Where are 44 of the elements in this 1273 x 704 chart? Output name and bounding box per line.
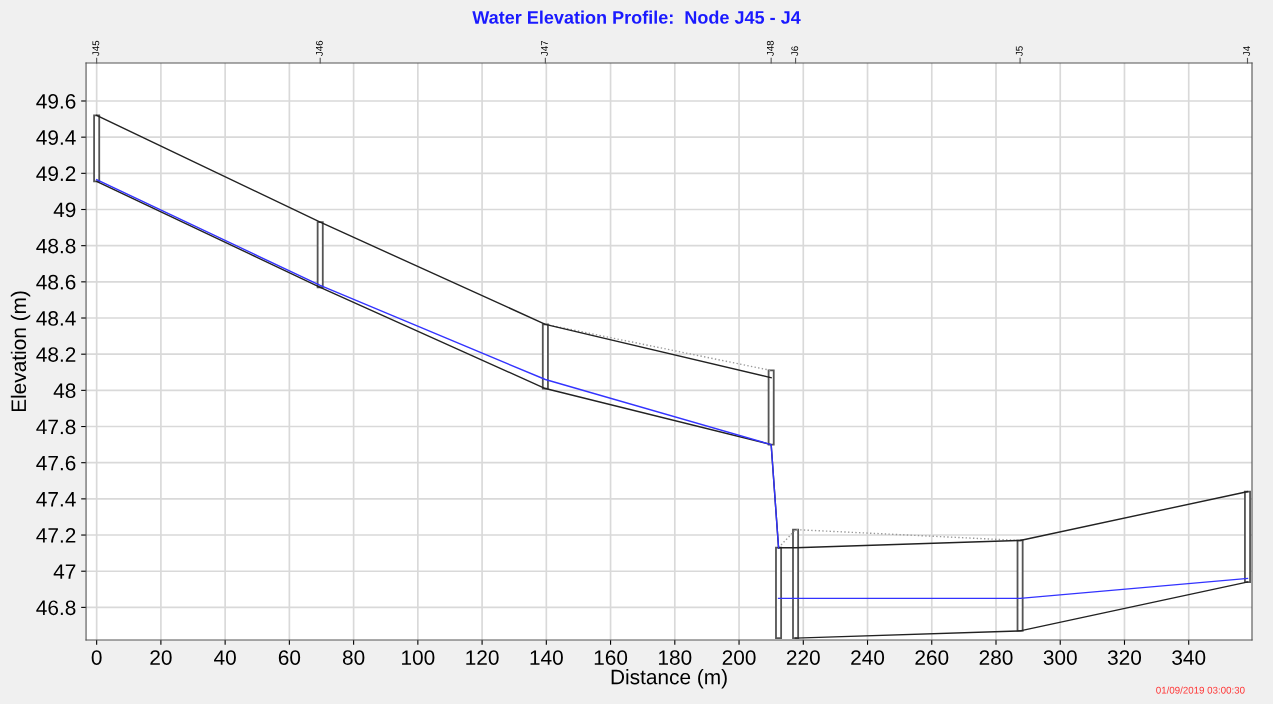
y-tick-label: 46.8 [36,600,76,616]
y-tick-label: 49 [53,202,76,218]
x-tick-label: 160 [594,650,628,665]
x-tick-label: 280 [979,650,1013,665]
text: J46 [315,40,323,56]
text: J48 [766,40,774,56]
x-tick-label: 200 [722,650,756,665]
text: J5 [1015,46,1023,56]
y-tick-label: 49.6 [36,93,76,109]
x-tick-label: 320 [1107,650,1142,665]
y-axis-title: Elevation (m) [10,291,31,412]
x-tick-label: 40 [214,650,236,665]
y-tick-label: 48.8 [36,238,76,254]
x-tick-label: 120 [466,650,499,665]
chart-title: Water Elevation Profile: Node J45 - J4 [472,10,801,24]
y-tick-label: 47.2 [36,528,76,543]
y-tick-label: 47.4 [36,492,76,507]
x-tick-label: 20 [150,650,172,665]
x-tick-label: 180 [659,650,692,665]
y-tick-label: 47 [53,564,76,579]
text: J45 [92,40,100,56]
y-tick-label: 47.8 [36,419,76,435]
text: J4 [1243,46,1251,56]
x-tick-label: 100 [402,650,435,665]
x-tick-label: 300 [1043,650,1077,665]
text: J6 [791,46,799,56]
x-tick-label: 140 [530,650,563,665]
y-tick-label: 48.2 [36,347,76,362]
y-tick-label: 48.6 [36,274,76,290]
x-tick-label: 240 [851,650,885,665]
x-tick-label: 220 [786,650,820,665]
x-axis-title: Distance (m) [611,669,727,689]
text: J47 [541,40,548,56]
text: 01/09/2019 03:00:30 [1156,686,1245,694]
x-tick-label: 340 [1172,650,1206,665]
x-tick-label: 60 [278,650,301,665]
x-tick-label: 260 [915,650,949,665]
y-tick-label: 47.6 [36,455,76,471]
x-tick-label: 0 [91,650,102,665]
y-tick-label: 49.2 [36,166,76,182]
x-tick-label: 80 [342,650,365,665]
y-tick-label: 48.4 [36,311,76,326]
y-tick-label: 49.4 [36,130,76,145]
y-tick-label: 48 [53,383,76,399]
